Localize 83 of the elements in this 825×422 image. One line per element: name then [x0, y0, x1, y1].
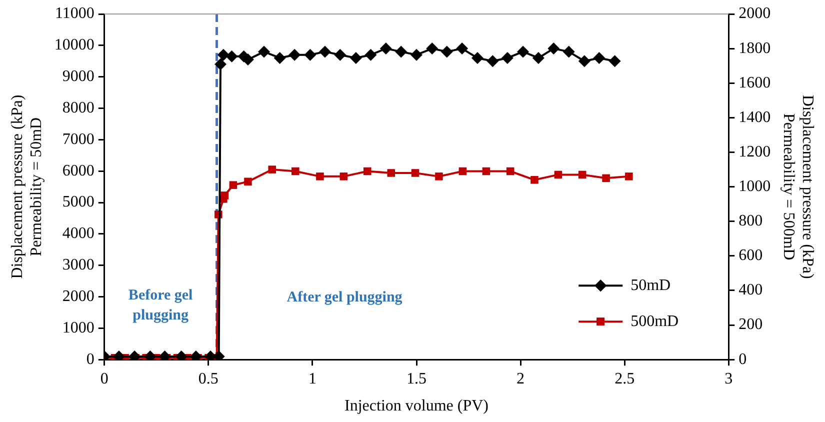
- y2-tick-label: 400: [738, 282, 763, 299]
- point: [482, 167, 490, 176]
- point: [292, 167, 300, 176]
- legend-label: 500mD: [630, 312, 679, 330]
- y2-tick-label: 1400: [738, 108, 771, 126]
- point: [486, 55, 499, 68]
- point: [268, 166, 276, 174]
- y-tick-label: 4000: [62, 225, 94, 242]
- point: [578, 55, 590, 68]
- point: [426, 42, 438, 55]
- y-tick-label: 7000: [62, 130, 94, 148]
- y2-tick-label: 1000: [738, 178, 771, 196]
- point: [395, 46, 408, 58]
- point: [258, 46, 270, 58]
- point: [410, 48, 422, 61]
- point: [364, 48, 377, 61]
- point: [471, 52, 484, 64]
- y-axis-title: Displacement pressure (kPa) Permeability = 50mD: [8, 94, 46, 279]
- point: [387, 169, 396, 177]
- point: [226, 50, 238, 62]
- y-tick-label: 3000: [62, 256, 94, 274]
- point: [340, 172, 348, 180]
- y-tick-label: 10000: [54, 36, 94, 54]
- point: [288, 48, 301, 61]
- point: [501, 52, 514, 64]
- point: [435, 172, 443, 180]
- point: [625, 172, 633, 180]
- point: [562, 46, 575, 58]
- point: [456, 42, 468, 55]
- point: [274, 52, 286, 64]
- y2-tick-label: 1800: [738, 40, 771, 57]
- x-tick-label: 2: [516, 370, 525, 388]
- point: [364, 167, 372, 176]
- y-tick-label: 1000: [62, 319, 94, 336]
- point: [214, 58, 226, 70]
- y2-tick-label: 1600: [738, 74, 771, 92]
- y-tick-label: 6000: [62, 162, 94, 180]
- y2-tick-label: 600: [738, 247, 763, 264]
- point: [593, 52, 606, 64]
- y-tick-label: 9000: [62, 68, 94, 86]
- point: [602, 174, 610, 182]
- point: [578, 170, 586, 179]
- x-axis-title: Injection volume (PV): [344, 398, 488, 415]
- y2-tick-label: 800: [738, 212, 763, 230]
- point: [530, 176, 538, 184]
- y2-tick-label: 200: [738, 316, 763, 334]
- point: [506, 167, 514, 176]
- y2-tick-label: 0: [738, 350, 747, 368]
- point: [458, 167, 467, 176]
- y-tick-label: 0: [86, 350, 94, 368]
- point: [517, 46, 530, 58]
- point: [554, 170, 562, 179]
- x-tick-label: 1.5: [406, 370, 426, 388]
- point: [304, 48, 316, 61]
- point: [411, 169, 420, 177]
- point: [316, 172, 324, 180]
- point: [229, 181, 238, 189]
- y-tick-label: 11000: [54, 5, 94, 22]
- y-tick-label: 8000: [62, 99, 94, 116]
- annotation: After gel plugging: [286, 289, 403, 306]
- point: [334, 48, 346, 61]
- y2-tick-label: 2000: [738, 5, 771, 22]
- point: [318, 46, 331, 58]
- point: [440, 46, 453, 58]
- x-tick-label: 2.5: [614, 370, 635, 388]
- point: [548, 42, 560, 55]
- y-tick-label: 2000: [62, 288, 94, 305]
- x-tick-label: 0: [100, 370, 108, 388]
- point: [350, 52, 362, 64]
- point: [220, 192, 229, 200]
- point: [244, 178, 252, 186]
- y2-tick-label: 1200: [738, 143, 771, 160]
- point: [217, 48, 230, 61]
- x-tick-label: 0.5: [198, 370, 218, 388]
- y-tick-label: 5000: [62, 194, 94, 211]
- point: [608, 55, 621, 68]
- y2-axis-title: Displacement pressure (kPa) Permeability = 500mD: [780, 94, 816, 279]
- point: [380, 42, 392, 55]
- annotation: Before gel plugging: [128, 287, 193, 324]
- x-tick-label: 3: [724, 370, 733, 388]
- x-tick-label: 1: [308, 370, 316, 388]
- point: [532, 52, 544, 64]
- legend-label: 50mD: [630, 276, 671, 294]
